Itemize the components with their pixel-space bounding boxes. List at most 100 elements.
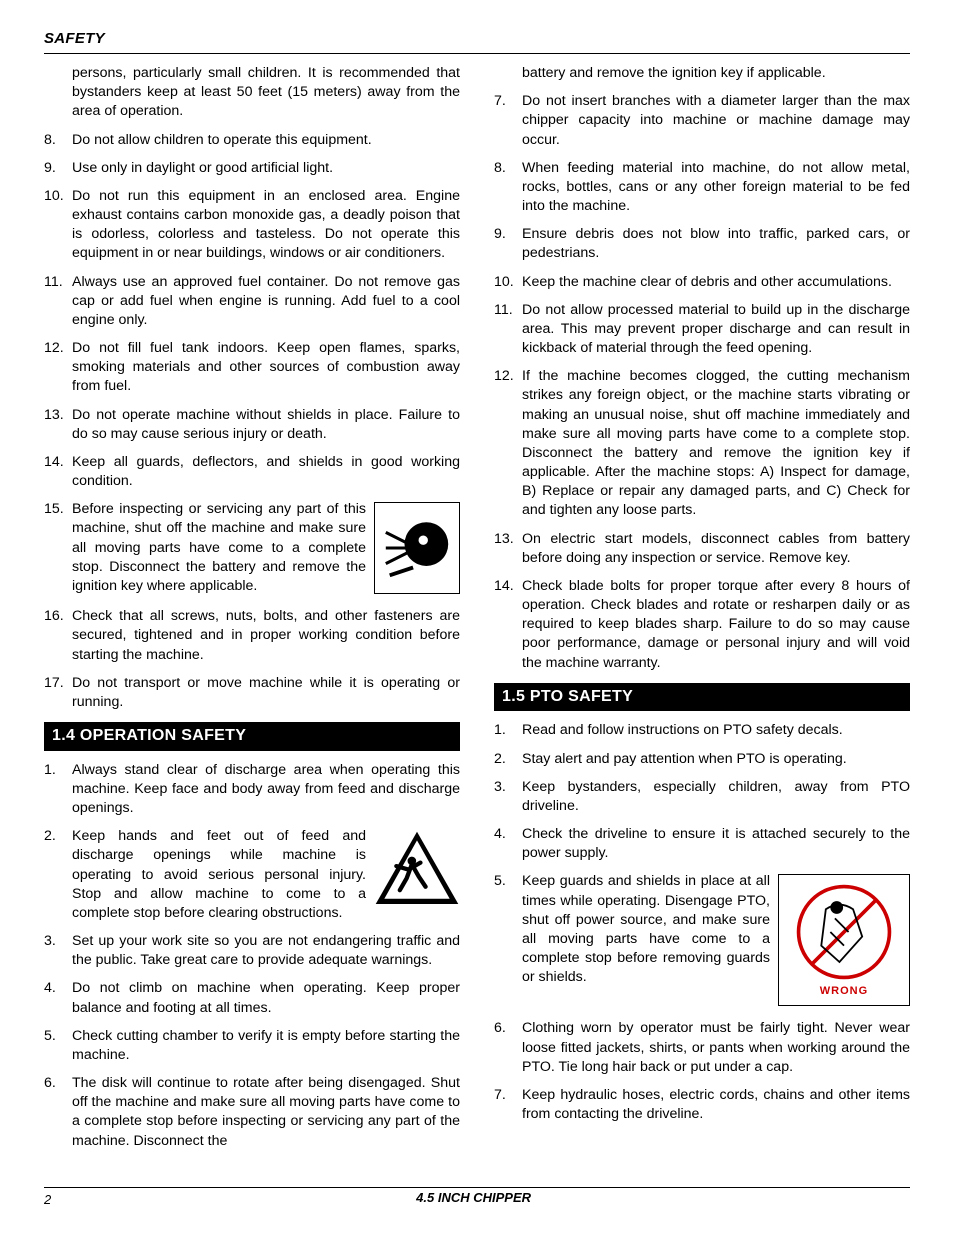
list-num: 10. xyxy=(44,187,72,264)
list-num: 9. xyxy=(44,159,72,178)
list-item: 3.Keep bystanders, especially children, … xyxy=(494,778,910,816)
list-text: Do not operate machine without shields i… xyxy=(72,406,460,444)
list-text: Always use an approved fuel container. D… xyxy=(72,273,460,331)
wrong-label: WRONG xyxy=(820,984,868,999)
list-item: 10.Keep the machine clear of debris and … xyxy=(494,273,910,292)
list-num: 11. xyxy=(44,273,72,331)
list-item: 8.When feeding material into machine, do… xyxy=(494,159,910,217)
list-text: The disk will continue to rotate after b… xyxy=(72,1074,460,1151)
list-num: 2. xyxy=(44,827,72,923)
list-text-inner: Keep hands and feet out of feed and disc… xyxy=(72,828,366,921)
list-text: Check the driveline to ensure it is atta… xyxy=(522,825,910,863)
list-item: 4.Check the driveline to ensure it is at… xyxy=(494,825,910,863)
list-text: Do not allow children to operate this eq… xyxy=(72,131,460,150)
footer: 2 4.5 INCH CHIPPER xyxy=(44,1187,910,1207)
pto-wrong-icon: WRONG xyxy=(778,874,910,1006)
list-item: 2. Keep hands and feet out of feed and d… xyxy=(44,827,460,923)
list-item: 8.Do not allow children to operate this … xyxy=(44,131,460,150)
list-num: 6. xyxy=(44,1074,72,1151)
list-item: 7.Do not insert branches with a diameter… xyxy=(494,92,910,150)
list-num: 4. xyxy=(494,825,522,863)
list-num: 14. xyxy=(44,453,72,491)
list-item: 1.Always stand clear of discharge area w… xyxy=(44,761,460,819)
list-text: Use only in daylight or good artificial … xyxy=(72,159,460,178)
list-text: Keep the machine clear of debris and oth… xyxy=(522,273,910,292)
list-text: If the machine becomes clogged, the cutt… xyxy=(522,367,910,520)
header-title: SAFETY xyxy=(44,30,910,47)
list-num: 7. xyxy=(494,92,522,150)
list-text: When feeding material into machine, do n… xyxy=(522,159,910,217)
list-text: Do not transport or move machine while i… xyxy=(72,674,460,712)
list-num: 1. xyxy=(494,721,522,740)
page: SAFETY persons, particularly small child… xyxy=(0,0,954,1235)
list-text: Keep all guards, deflectors, and shields… xyxy=(72,453,460,491)
list-text: Do not insert branches with a diameter l… xyxy=(522,92,910,150)
list-item: 6.The disk will continue to rotate after… xyxy=(44,1074,460,1151)
list-text: On electric start models, disconnect cab… xyxy=(522,530,910,568)
list-item: 14.Keep all guards, deflectors, and shie… xyxy=(44,453,460,491)
list-text: Clothing worn by operator must be fairly… xyxy=(522,1019,910,1077)
list-item: 7.Keep hydraulic hoses, electric cords, … xyxy=(494,1086,910,1124)
list-text: Keep hands and feet out of feed and disc… xyxy=(72,827,460,923)
list-text: Keep hydraulic hoses, electric cords, ch… xyxy=(522,1086,910,1124)
list-num: 13. xyxy=(494,530,522,568)
debris-head-icon xyxy=(374,502,460,594)
list-item: 9.Ensure debris does not blow into traff… xyxy=(494,225,910,263)
list-num: 6. xyxy=(494,1019,522,1077)
list-text: Read and follow instructions on PTO safe… xyxy=(522,721,910,740)
list-num: 9. xyxy=(494,225,522,263)
list-text: Do not fill fuel tank indoors. Keep open… xyxy=(72,339,460,397)
list-item: persons, particularly small children. It… xyxy=(44,64,460,122)
list-item: 9.Use only in daylight or good artificia… xyxy=(44,159,460,178)
list-text-inner: Before inspecting or servicing any part … xyxy=(72,501,366,594)
list-item: 16.Check that all screws, nuts, bolts, a… xyxy=(44,607,460,665)
list-text: Do not run this equipment in an enclosed… xyxy=(72,187,460,264)
list-num: 15. xyxy=(44,500,72,598)
list-num: 3. xyxy=(44,932,72,970)
list-item: 11.Always use an approved fuel container… xyxy=(44,273,460,331)
list-num: 2. xyxy=(494,750,522,769)
warning-triangle-icon xyxy=(374,829,460,907)
list-text: Keep bystanders, especially children, aw… xyxy=(522,778,910,816)
list-num: 14. xyxy=(494,577,522,673)
list-text-inner: Keep guards and shields in place at all … xyxy=(522,873,770,985)
list-num: 11. xyxy=(494,301,522,359)
list-item: 2.Stay alert and pay attention when PTO … xyxy=(494,750,910,769)
list-item: 6.Clothing worn by operator must be fair… xyxy=(494,1019,910,1077)
list-num: 13. xyxy=(44,406,72,444)
list-text: Check that all screws, nuts, bolts, and … xyxy=(72,607,460,665)
list-text: Check cutting chamber to verify it is em… xyxy=(72,1027,460,1065)
page-number: 2 xyxy=(44,1192,57,1207)
footer-rule xyxy=(44,1187,910,1188)
list-num: 17. xyxy=(44,674,72,712)
list-num: 8. xyxy=(494,159,522,217)
list-num: 12. xyxy=(44,339,72,397)
list-item: 12.If the machine becomes clogged, the c… xyxy=(494,367,910,520)
list-text: Do not allow processed material to build… xyxy=(522,301,910,359)
list-num: 5. xyxy=(494,872,522,1010)
list-item: 13.On electric start models, disconnect … xyxy=(494,530,910,568)
list-num: 12. xyxy=(494,367,522,520)
list-item: battery and remove the ignition key if a… xyxy=(494,64,910,83)
list-num: 8. xyxy=(44,131,72,150)
list-item: 15. Before inspecting or servicing any p… xyxy=(44,500,460,598)
list-text: Do not climb on machine when operating. … xyxy=(72,979,460,1017)
header-rule xyxy=(44,53,910,54)
left-column: persons, particularly small children. It… xyxy=(44,64,460,1187)
list-item: 17.Do not transport or move machine whil… xyxy=(44,674,460,712)
list-item: 14.Check blade bolts for proper torque a… xyxy=(494,577,910,673)
list-num: 5. xyxy=(44,1027,72,1065)
list-num: 1. xyxy=(44,761,72,819)
footer-title: 4.5 INCH CHIPPER xyxy=(57,1190,890,1205)
list-num: 7. xyxy=(494,1086,522,1124)
list-item: 5.Check cutting chamber to verify it is … xyxy=(44,1027,460,1065)
list-item: 12.Do not fill fuel tank indoors. Keep o… xyxy=(44,339,460,397)
list-item: 1.Read and follow instructions on PTO sa… xyxy=(494,721,910,740)
section-heading: 1.5 PTO SAFETY xyxy=(494,683,910,712)
section-heading: 1.4 OPERATION SAFETY xyxy=(44,722,460,751)
list-num: 4. xyxy=(44,979,72,1017)
list-item: 5. WRON xyxy=(494,872,910,1010)
list-num: 10. xyxy=(494,273,522,292)
list-text: Stay alert and pay attention when PTO is… xyxy=(522,750,910,769)
list-item: 13.Do not operate machine without shield… xyxy=(44,406,460,444)
